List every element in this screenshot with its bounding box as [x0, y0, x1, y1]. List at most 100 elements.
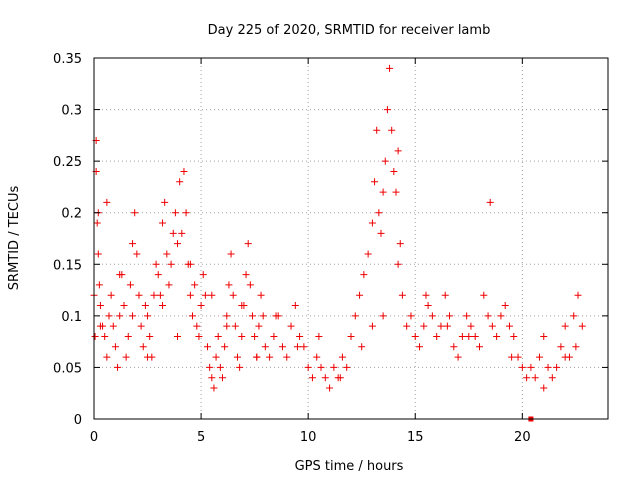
x-tick-label: 5	[197, 430, 205, 445]
data-point	[225, 281, 233, 289]
data-point	[433, 332, 441, 340]
data-point	[103, 353, 111, 361]
data-point	[227, 250, 235, 258]
data-point	[266, 353, 274, 361]
data-point	[122, 353, 130, 361]
data-point	[103, 198, 111, 206]
data-point	[206, 363, 214, 371]
data-point	[129, 240, 137, 248]
data-point	[169, 229, 177, 237]
data-point	[544, 363, 552, 371]
grid-lines	[94, 58, 608, 419]
data-point	[375, 209, 383, 217]
data-point	[101, 332, 109, 340]
data-point	[204, 343, 212, 351]
data-point	[364, 250, 372, 258]
data-point	[326, 384, 334, 392]
data-point	[257, 291, 265, 299]
data-point	[124, 332, 132, 340]
y-tick-label: 0.1	[61, 310, 82, 325]
data-point	[540, 332, 548, 340]
data-point	[540, 384, 548, 392]
data-point	[223, 312, 231, 320]
data-point	[336, 374, 344, 382]
data-point	[186, 260, 194, 268]
data-point	[251, 332, 259, 340]
data-point	[465, 332, 473, 340]
x-tick-label: 10	[300, 430, 317, 445]
data-point	[231, 322, 239, 330]
data-point	[518, 363, 526, 371]
data-point	[416, 343, 424, 351]
chart-title: Day 225 of 2020, SRMTID for receiver lam…	[208, 23, 491, 38]
plot-frame	[93, 57, 609, 420]
data-point	[458, 332, 466, 340]
data-point	[261, 343, 269, 351]
data-point	[259, 312, 267, 320]
data-point	[236, 363, 244, 371]
data-point	[338, 353, 346, 361]
data-point	[570, 312, 578, 320]
y-tick-label: 0.25	[53, 155, 82, 170]
data-point	[531, 374, 539, 382]
data-point	[131, 209, 139, 217]
data-point	[407, 312, 415, 320]
data-point	[201, 291, 209, 299]
data-point	[428, 312, 436, 320]
x-tick-label: 20	[514, 430, 531, 445]
data-point	[182, 209, 190, 217]
data-point	[488, 322, 496, 330]
data-point	[443, 322, 451, 330]
data-point	[467, 322, 475, 330]
data-point	[129, 312, 137, 320]
data-point	[161, 198, 169, 206]
data-point	[141, 302, 149, 310]
data-point	[233, 353, 241, 361]
data-point	[561, 322, 569, 330]
data-point	[283, 353, 291, 361]
data-point	[221, 343, 229, 351]
data-point	[178, 229, 186, 237]
y-tick-label: 0.2	[61, 207, 82, 222]
data-point	[208, 374, 216, 382]
data-point	[420, 322, 428, 330]
data-point	[180, 167, 188, 175]
data-point	[308, 374, 316, 382]
data-point	[548, 374, 556, 382]
data-point	[248, 312, 256, 320]
data-point	[377, 229, 385, 237]
data-point	[422, 291, 430, 299]
data-point	[109, 322, 117, 330]
data-point	[291, 302, 299, 310]
data-point	[216, 363, 224, 371]
data-point	[186, 291, 194, 299]
data-point	[133, 250, 141, 258]
data-point	[347, 332, 355, 340]
y-tick-label: 0.3	[61, 104, 82, 119]
data-point	[210, 384, 218, 392]
data-point	[368, 322, 376, 330]
data-point	[238, 332, 246, 340]
data-point	[120, 302, 128, 310]
data-point	[150, 291, 158, 299]
data-point	[578, 322, 586, 330]
data-point	[152, 260, 160, 268]
data-point	[450, 343, 458, 351]
data-point	[574, 291, 582, 299]
data-point	[508, 353, 516, 361]
data-point	[156, 291, 164, 299]
data-point	[195, 332, 203, 340]
data-point	[471, 332, 479, 340]
data-point	[527, 363, 535, 371]
data-point	[223, 322, 231, 330]
data-point	[351, 312, 359, 320]
data-point	[255, 322, 263, 330]
data-point	[208, 291, 216, 299]
data-point	[126, 281, 134, 289]
data-point	[411, 332, 419, 340]
data-point	[441, 291, 449, 299]
data-point	[463, 312, 471, 320]
data-point	[253, 353, 261, 361]
data-point	[174, 240, 182, 248]
data-point	[493, 332, 501, 340]
